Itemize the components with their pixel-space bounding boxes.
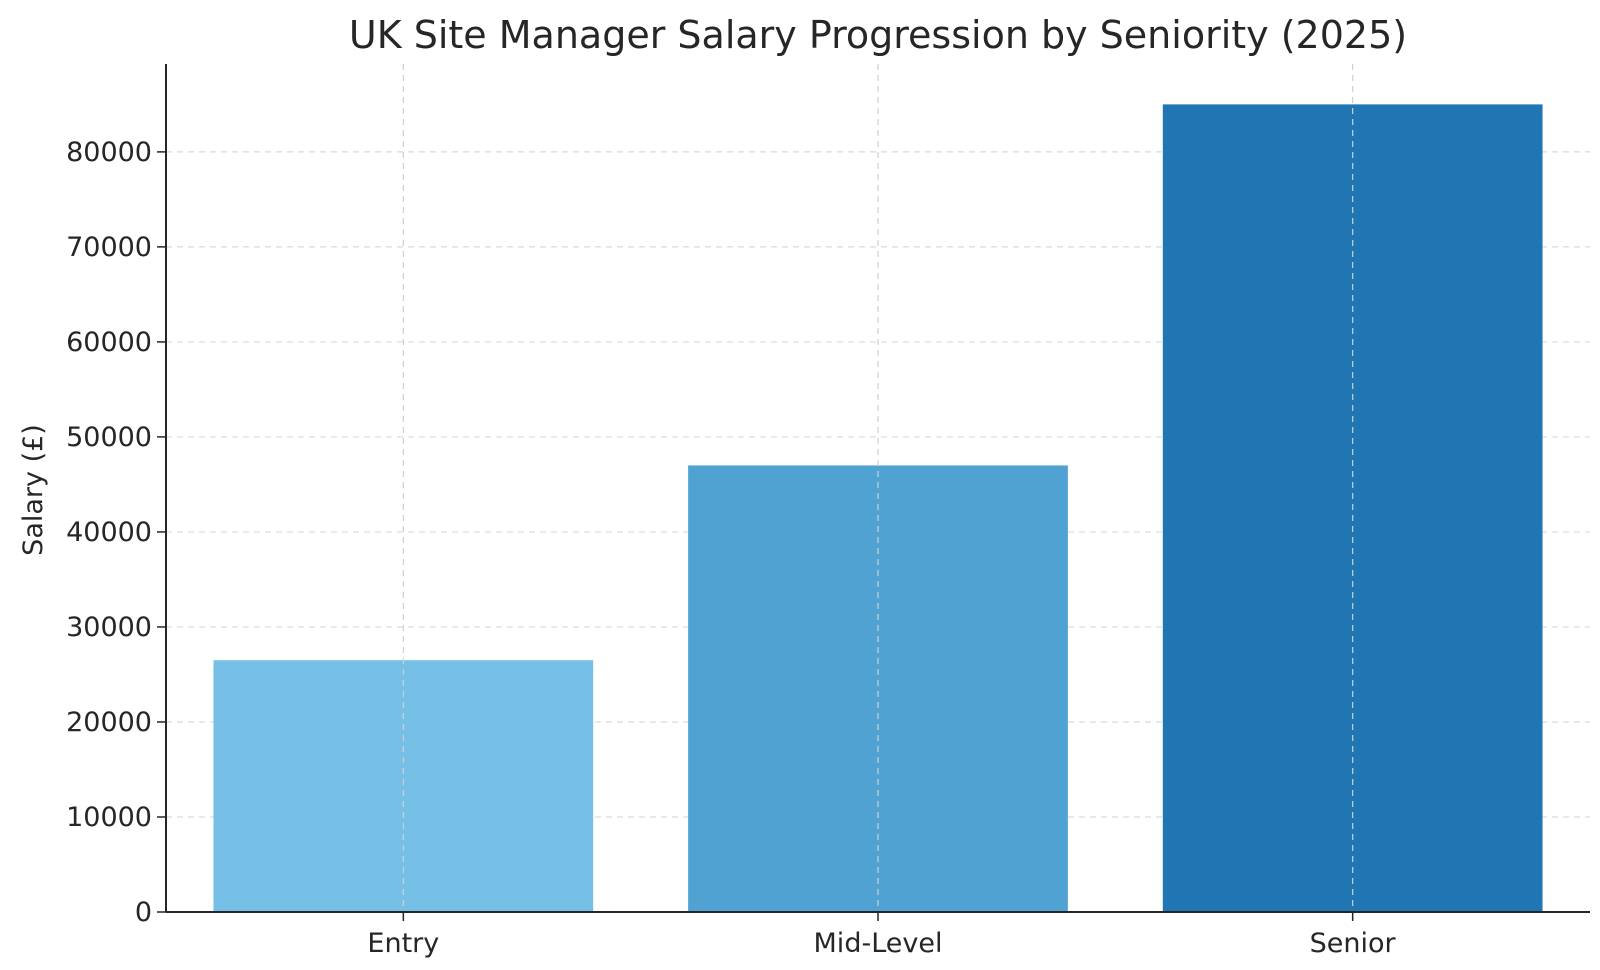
y-tick-label: 40000 — [66, 517, 152, 548]
y-axis-label: Salary (£) — [18, 424, 49, 556]
bar-entry — [213, 660, 594, 912]
y-tick-label: 0 — [135, 897, 152, 928]
y-tick-label: 20000 — [66, 707, 152, 738]
axes — [157, 64, 1590, 921]
bars — [213, 104, 1543, 912]
x-tick-labels: Entry Mid-Level Senior — [367, 928, 1396, 959]
y-tick-labels: 0 10000 20000 30000 40000 50000 60000 70000 8000… — [66, 137, 152, 928]
chart-title: UK Site Manager Salary Progression by Se… — [349, 13, 1407, 57]
vertical-grid-lines — [402, 64, 1354, 912]
x-tick-label: Senior — [1310, 928, 1397, 959]
y-tick-label: 10000 — [66, 802, 152, 833]
y-tick-label: 50000 — [66, 422, 152, 453]
y-tick-label: 70000 — [66, 232, 152, 263]
x-tick-label: Mid-Level — [814, 928, 943, 959]
y-tick-label: 60000 — [66, 327, 152, 358]
y-tick-label: 80000 — [66, 137, 152, 168]
x-tick-label: Entry — [367, 928, 439, 959]
y-tick-label: 30000 — [66, 612, 152, 643]
